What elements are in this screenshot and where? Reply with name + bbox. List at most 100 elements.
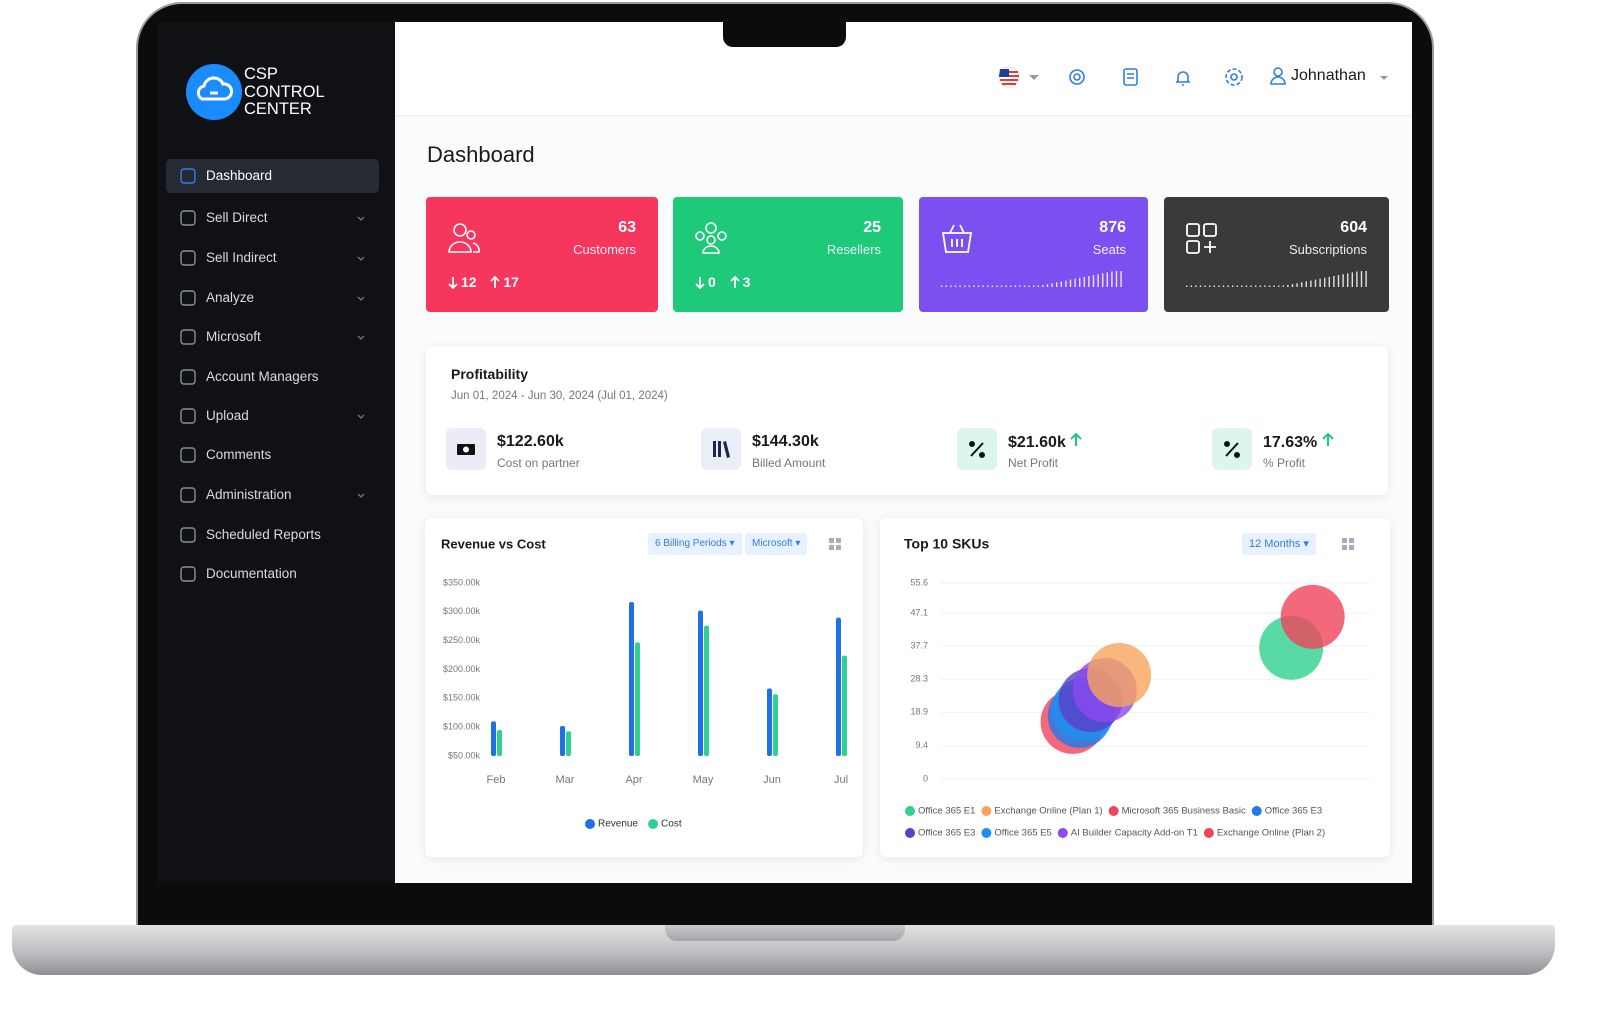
spark-tick [1365, 271, 1367, 287]
spark-tick [1273, 285, 1275, 287]
stat-value: 25 [863, 219, 881, 236]
nav-item[interactable]: Dashboard [166, 159, 379, 193]
stat-card[interactable]: 604 Subscriptions [1164, 197, 1389, 312]
nav-item[interactable]: Documentation [166, 557, 379, 591]
spark-tick [1010, 285, 1012, 287]
legend-label: Revenue [598, 819, 638, 830]
nav-chevron [357, 493, 365, 498]
x-tick-label: May [693, 774, 714, 786]
nav-icon [180, 447, 196, 463]
stat-value: 876 [1099, 219, 1126, 236]
legend-marker [981, 828, 992, 838]
stat-label: Resellers [826, 242, 881, 257]
y-tick-label: 18.9 [910, 707, 928, 717]
spark-tick [1296, 283, 1298, 287]
icon-shape [180, 566, 196, 582]
spark-tick [1319, 278, 1321, 287]
y-tick-label: 9.4 [915, 740, 928, 750]
menu-icon[interactable] [829, 538, 841, 550]
filter-chip[interactable]: Microsoft ▾ [745, 533, 808, 555]
change-up: 17 [503, 274, 519, 290]
user-name[interactable]: Johnathan [1291, 67, 1366, 84]
nav-icon [180, 527, 196, 543]
chevron [357, 414, 365, 419]
nav-item[interactable]: Analyze [166, 281, 379, 315]
filter-label: 6 Billing Periods [655, 538, 727, 549]
nav-item[interactable]: Upload [166, 399, 379, 433]
nav-item[interactable]: Sell Direct [166, 201, 379, 235]
icon-shape [180, 290, 196, 306]
language-flag[interactable] [998, 66, 1042, 88]
spark-tick [1204, 285, 1206, 287]
nav-label: Documentation [206, 566, 297, 581]
legend-marker [1108, 806, 1119, 816]
header-bar [395, 22, 1412, 116]
metric-value: $122.60k [497, 433, 564, 450]
stat-card[interactable]: 876 Seats [919, 197, 1148, 312]
nav-icon [180, 329, 196, 345]
spark-tick [1051, 283, 1053, 287]
nav-item[interactable]: Comments [166, 438, 379, 472]
stat-card[interactable]: 63 Customers 12 17 [426, 197, 658, 312]
y-tick-label: $350.00k [443, 577, 481, 587]
change-down: 12 [461, 274, 477, 290]
y-tick-label: $250.00k [443, 635, 481, 645]
spark-tick [1092, 275, 1095, 287]
header-icons[interactable] [1066, 66, 1256, 88]
spark-tick [1028, 285, 1030, 287]
user-caret[interactable] [1379, 74, 1389, 82]
legend-marker [585, 819, 595, 829]
bubble [1087, 643, 1152, 708]
metric-number: $21.60k [1008, 434, 1066, 451]
spark-tick [964, 285, 966, 287]
stat-label: Seats [1092, 242, 1126, 257]
profitability-card [426, 346, 1388, 495]
nav-item[interactable]: Account Managers [166, 360, 379, 394]
spark-tick [1083, 276, 1085, 287]
spark-tick [1000, 285, 1003, 287]
icon-shape [180, 168, 196, 184]
spark-tick [1056, 282, 1058, 287]
legend-marker [648, 819, 659, 829]
change-down: 0 [708, 274, 716, 290]
spark-tick [1005, 285, 1007, 287]
menu-icon[interactable] [1342, 538, 1354, 550]
spark-tick [950, 285, 952, 287]
spark-tick [1356, 271, 1358, 287]
filter-chip[interactable]: 6 Billing Periods ▾ [648, 533, 742, 555]
revenue-card: Revenue vs Cost $50.00k $100.00k $150.00k $2… [425, 518, 863, 857]
spark-tick [1023, 285, 1026, 287]
stat-card[interactable]: 25 Resellers 0 3 [673, 197, 903, 312]
nav-label: Dashboard [206, 168, 273, 183]
bar [566, 731, 571, 756]
metric-value: 17.63% [1263, 432, 1334, 452]
legend-marker [1203, 828, 1214, 838]
spark-tick [1069, 279, 1072, 287]
y-tick-label: 37.7 [910, 640, 928, 650]
spark-tick [1291, 284, 1294, 287]
brand-line: CENTER [244, 100, 312, 118]
nav-item[interactable]: Administration [166, 478, 379, 512]
nav-item[interactable]: Scheduled Reports [166, 518, 379, 552]
metric-label: Billed Amount [752, 456, 826, 470]
filter-label: 12 Months [1249, 538, 1301, 550]
metric-label: Net Profit [1008, 456, 1059, 470]
bar [767, 688, 772, 756]
nav-icon [180, 290, 196, 306]
card-icon [448, 223, 480, 253]
stat-value: 604 [1340, 219, 1367, 236]
y-tick-label: $300.00k [443, 606, 481, 616]
nav-item[interactable]: Microsoft [166, 320, 379, 354]
chevron [357, 493, 365, 498]
spark-tick [1111, 271, 1113, 287]
legend-label: AI Builder Capacity Add-on T1 [1071, 828, 1198, 839]
period: Jun 01, 2024 - Jun 30, 2024 (Jul 01, 202… [451, 390, 668, 402]
nav-item[interactable]: Sell Indirect [166, 241, 379, 275]
legend-label: Cost [661, 819, 682, 830]
spark-tick [1186, 285, 1188, 287]
spark-tick [1074, 278, 1076, 287]
spark-tick [973, 285, 975, 287]
spark-tick [1120, 271, 1122, 287]
filter-chip[interactable]: 12 Months ▾ [1242, 533, 1316, 555]
spark-tick [1324, 277, 1326, 287]
